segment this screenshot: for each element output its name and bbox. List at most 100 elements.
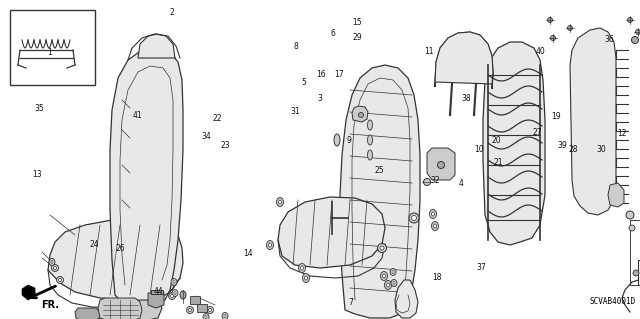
Ellipse shape [367, 120, 372, 130]
Text: 21: 21 [493, 158, 502, 167]
Polygon shape [483, 42, 545, 245]
Polygon shape [352, 106, 368, 122]
Ellipse shape [547, 18, 552, 23]
Polygon shape [435, 32, 493, 89]
Text: 36: 36 [604, 35, 614, 44]
Ellipse shape [276, 197, 284, 206]
Polygon shape [278, 197, 385, 268]
Ellipse shape [550, 35, 556, 41]
Polygon shape [608, 183, 624, 207]
Text: 6: 6 [330, 29, 335, 38]
Bar [10, 10, 95, 85]
Ellipse shape [385, 280, 392, 290]
Ellipse shape [636, 29, 640, 34]
Ellipse shape [209, 308, 211, 311]
Text: 15: 15 [352, 18, 362, 27]
Text: 12: 12 [618, 130, 627, 138]
Text: 8: 8 [294, 42, 299, 51]
Ellipse shape [424, 179, 431, 186]
Text: 40: 40 [536, 47, 546, 56]
Ellipse shape [49, 258, 55, 265]
Ellipse shape [633, 270, 639, 276]
Ellipse shape [627, 18, 632, 23]
Ellipse shape [266, 241, 273, 249]
Text: 18: 18 [432, 273, 441, 282]
Ellipse shape [189, 308, 191, 311]
Text: 16: 16 [316, 70, 326, 79]
Ellipse shape [626, 211, 634, 219]
Text: 29: 29 [352, 33, 362, 42]
Text: 7: 7 [348, 298, 353, 307]
Ellipse shape [431, 221, 438, 231]
Text: 24: 24 [90, 240, 100, 249]
Text: 26: 26 [115, 244, 125, 253]
Polygon shape [22, 285, 35, 300]
Ellipse shape [305, 276, 307, 280]
Text: FR.: FR. [41, 300, 59, 310]
Ellipse shape [51, 261, 53, 263]
Ellipse shape [222, 313, 228, 319]
Text: 28: 28 [568, 145, 577, 154]
Polygon shape [570, 28, 616, 215]
Ellipse shape [629, 225, 635, 231]
Ellipse shape [278, 200, 282, 204]
Ellipse shape [409, 213, 419, 223]
Ellipse shape [429, 210, 436, 219]
Text: 5: 5 [301, 78, 307, 87]
Text: 22: 22 [213, 114, 222, 122]
Ellipse shape [412, 216, 417, 220]
Ellipse shape [203, 314, 209, 319]
Ellipse shape [393, 281, 395, 285]
Text: 14: 14 [243, 249, 253, 258]
Polygon shape [138, 34, 175, 58]
Ellipse shape [58, 278, 61, 281]
Ellipse shape [383, 274, 385, 278]
Text: SCVAB4001D: SCVAB4001D [590, 298, 636, 307]
Text: 1: 1 [47, 48, 52, 57]
Ellipse shape [392, 271, 394, 273]
Ellipse shape [207, 307, 214, 314]
Text: 32: 32 [430, 176, 440, 185]
Ellipse shape [387, 283, 390, 287]
Polygon shape [435, 32, 493, 84]
Text: 41: 41 [132, 111, 143, 120]
Ellipse shape [438, 161, 445, 168]
Text: 9: 9 [346, 136, 351, 145]
Text: 44: 44 [154, 287, 164, 296]
Ellipse shape [391, 279, 397, 286]
Ellipse shape [173, 280, 175, 284]
Bar [630, 220, 640, 285]
Ellipse shape [334, 134, 340, 146]
Polygon shape [340, 65, 420, 318]
Polygon shape [48, 220, 183, 300]
Ellipse shape [367, 135, 372, 145]
Ellipse shape [568, 26, 573, 31]
Text: 38: 38 [461, 94, 471, 103]
Ellipse shape [171, 278, 177, 286]
Text: 13: 13 [32, 170, 42, 179]
Text: 20: 20 [491, 136, 501, 145]
Text: 35: 35 [35, 104, 45, 113]
Ellipse shape [168, 293, 175, 300]
Ellipse shape [301, 266, 303, 270]
Ellipse shape [303, 273, 310, 283]
Text: 11: 11 [424, 47, 433, 56]
Ellipse shape [390, 269, 396, 276]
Polygon shape [110, 48, 183, 307]
Ellipse shape [358, 113, 364, 117]
Ellipse shape [205, 315, 207, 318]
Polygon shape [98, 298, 142, 319]
Ellipse shape [378, 243, 387, 253]
Ellipse shape [367, 150, 372, 160]
Polygon shape [395, 280, 418, 318]
Text: 3: 3 [317, 94, 323, 103]
Ellipse shape [632, 36, 639, 43]
Text: 34: 34 [201, 132, 211, 141]
Text: 31: 31 [291, 107, 301, 116]
Ellipse shape [180, 291, 186, 299]
Text: 25: 25 [374, 166, 384, 175]
Ellipse shape [174, 292, 176, 294]
Ellipse shape [54, 266, 56, 270]
Text: 23: 23 [220, 141, 230, 150]
Text: 2: 2 [169, 8, 174, 17]
